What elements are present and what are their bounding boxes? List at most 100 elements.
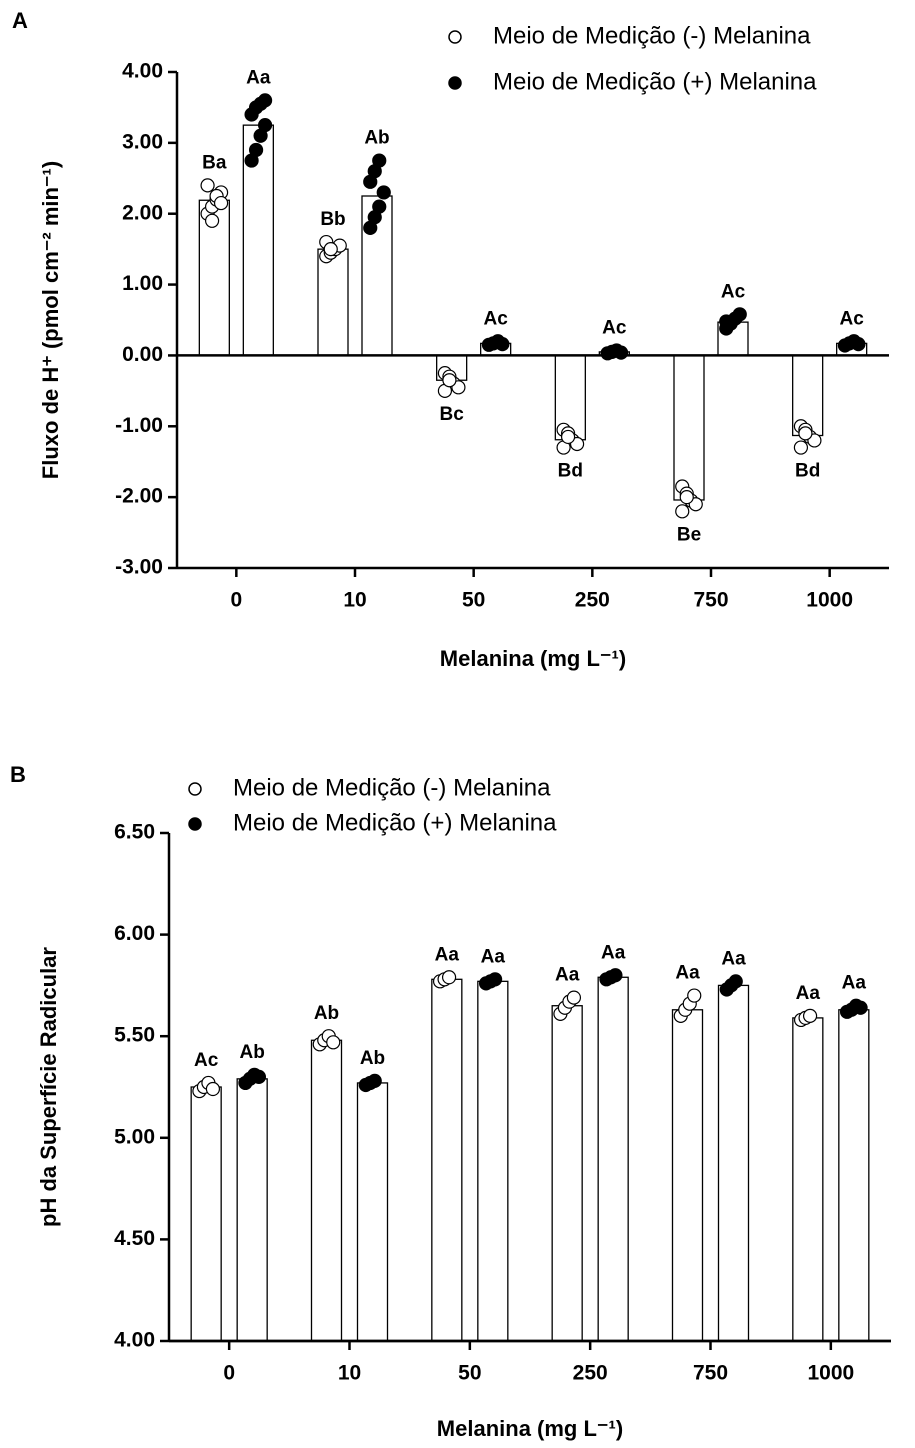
data-point xyxy=(372,199,387,214)
significance-letter: Aa xyxy=(555,965,580,986)
data-point xyxy=(487,972,503,987)
x-tick-label: 750 xyxy=(693,1362,728,1385)
data-point xyxy=(495,336,510,352)
legend-label: Meio de Medição (+) Melanina xyxy=(493,68,817,95)
x-tick-label: 1000 xyxy=(806,589,853,612)
data-point xyxy=(802,1008,818,1023)
data-point xyxy=(200,178,215,193)
y-tick-label: 5.00 xyxy=(114,1125,155,1148)
x-tick-label: 1000 xyxy=(807,1362,854,1385)
legend-label: Meio de Medição (+) Melanina xyxy=(233,809,557,836)
y-tick-label: 5.50 xyxy=(114,1024,155,1047)
data-point xyxy=(205,1081,221,1097)
significance-letter: Aa xyxy=(675,963,700,984)
data-point xyxy=(248,142,264,158)
data-point xyxy=(376,185,391,200)
significance-letter: Aa xyxy=(435,944,460,965)
data-point xyxy=(687,988,702,1003)
significance-letter: Aa xyxy=(796,983,821,1004)
bar xyxy=(236,1078,268,1342)
panel-label: B xyxy=(10,762,26,787)
data-point xyxy=(613,345,629,360)
data-point xyxy=(441,970,457,985)
x-axis-title: Melanina (mg L⁻¹) xyxy=(440,646,626,671)
x-tick-label: 50 xyxy=(462,589,485,612)
bar xyxy=(477,980,509,1342)
y-tick-label: -1.00 xyxy=(115,414,163,437)
significance-letter: Ab xyxy=(240,1042,265,1063)
significance-letter: Aa xyxy=(246,67,271,88)
significance-letter: Bd xyxy=(795,461,820,482)
significance-letter: Ac xyxy=(840,308,865,329)
data-point xyxy=(442,373,457,388)
y-tick-label: 4.00 xyxy=(122,60,163,83)
panel-label: A xyxy=(12,8,28,33)
bar xyxy=(597,976,629,1342)
significance-letter: Ac xyxy=(721,281,746,302)
x-tick-label: 0 xyxy=(230,589,242,612)
significance-letter: Ac xyxy=(194,1050,219,1071)
y-tick-label: 3.00 xyxy=(122,130,163,153)
significance-letter: Bc xyxy=(440,404,465,425)
significance-letter: Aa xyxy=(601,942,626,963)
bar xyxy=(792,354,824,437)
bar xyxy=(717,984,750,1342)
data-point xyxy=(326,1035,341,1050)
data-point xyxy=(251,1069,267,1084)
legend-marker xyxy=(188,817,202,831)
bar xyxy=(190,1086,222,1342)
significance-letter: Ab xyxy=(360,1048,385,1069)
data-point xyxy=(372,153,387,168)
x-tick-label: 250 xyxy=(575,589,610,612)
legend-label: Meio de Medição (-) Melanina xyxy=(233,774,551,801)
significance-letter: Bb xyxy=(320,209,345,230)
data-point xyxy=(566,990,582,1005)
data-point xyxy=(719,314,734,329)
bar xyxy=(792,1017,824,1342)
data-point xyxy=(853,1000,868,1015)
bar xyxy=(551,1005,583,1342)
data-point xyxy=(257,93,273,108)
bar xyxy=(310,1039,343,1342)
bar xyxy=(317,248,349,357)
data-point xyxy=(367,1073,382,1089)
legend-marker xyxy=(448,76,462,90)
data-point xyxy=(257,118,273,133)
data-point xyxy=(608,968,623,983)
x-axis-title: Melanina (mg L⁻¹) xyxy=(437,1416,623,1441)
significance-letter: Aa xyxy=(721,948,746,969)
bar xyxy=(671,1009,704,1342)
x-tick-label: 10 xyxy=(343,589,366,612)
x-tick-label: 50 xyxy=(458,1362,481,1385)
legend-label: Meio de Medição (-) Melanina xyxy=(493,22,811,49)
y-tick-label: 6.00 xyxy=(114,922,155,945)
legend-marker xyxy=(448,30,462,44)
significance-letter: Ac xyxy=(602,317,627,338)
data-point xyxy=(851,336,866,352)
x-tick-label: 250 xyxy=(573,1362,608,1385)
y-tick-label: -2.00 xyxy=(115,485,163,508)
y-tick-label: -3.00 xyxy=(115,556,163,579)
legend-marker xyxy=(188,782,202,796)
significance-letter: Ac xyxy=(484,308,509,329)
x-tick-label: 10 xyxy=(338,1362,361,1385)
data-point xyxy=(213,195,229,211)
bar xyxy=(673,354,705,501)
data-point xyxy=(793,440,809,455)
y-tick-label: 1.00 xyxy=(122,272,163,295)
data-point xyxy=(728,974,743,989)
data-point xyxy=(732,307,747,322)
y-tick-label: 6.50 xyxy=(114,821,155,844)
significance-letter: Ab xyxy=(314,1003,339,1024)
bar xyxy=(356,1082,389,1342)
x-tick-label: 0 xyxy=(223,1362,235,1385)
y-tick-label: 4.50 xyxy=(114,1227,155,1250)
y-tick-label: 4.00 xyxy=(114,1329,155,1352)
y-axis-title: pH da Superfície Radicular xyxy=(36,947,61,1227)
data-point xyxy=(675,504,690,519)
data-point xyxy=(798,426,813,441)
x-tick-label: 750 xyxy=(693,589,728,612)
significance-letter: Aa xyxy=(481,946,506,967)
data-point xyxy=(560,429,576,445)
